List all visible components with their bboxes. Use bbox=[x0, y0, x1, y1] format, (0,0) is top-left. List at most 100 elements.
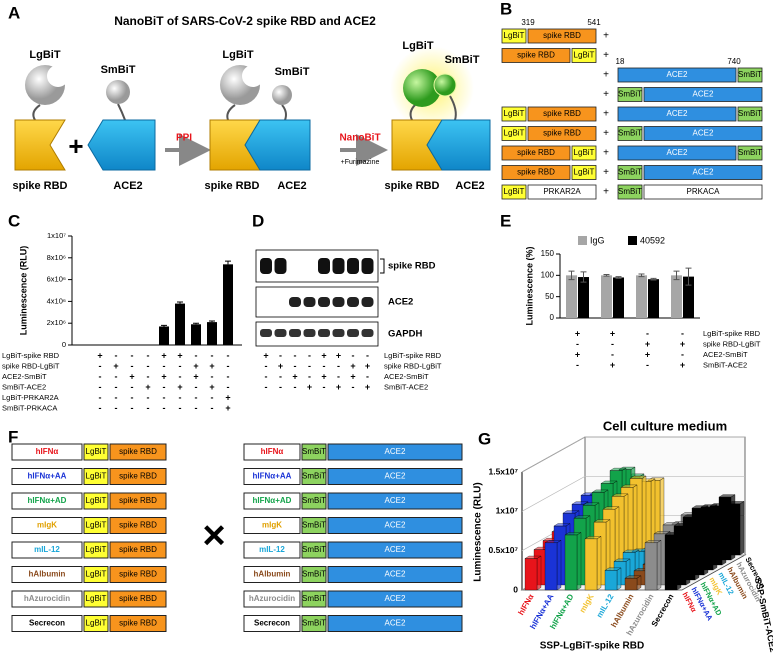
construct-part bbox=[327, 615, 463, 632]
group-luminescent bbox=[390, 46, 491, 171]
construct-part bbox=[109, 615, 167, 632]
construct-part bbox=[643, 184, 763, 200]
condition-sign: - bbox=[211, 350, 214, 360]
legend-label: IgG bbox=[590, 235, 605, 245]
condition-sign: + bbox=[193, 361, 198, 371]
construct-part bbox=[617, 184, 643, 200]
condition-sign: + bbox=[209, 361, 214, 371]
condition-sign: - bbox=[646, 360, 649, 370]
legend-label: 40592 bbox=[640, 235, 665, 245]
band bbox=[318, 329, 330, 337]
signal-label: hIFNα+AA bbox=[253, 472, 292, 481]
signal-box bbox=[243, 468, 301, 485]
construct-part bbox=[327, 566, 463, 583]
construct-label: spike RBD bbox=[119, 619, 157, 628]
bar bbox=[191, 324, 201, 345]
signal-label: mIgK bbox=[37, 521, 57, 530]
condition-sign: - bbox=[99, 403, 102, 413]
construct-label: LgBiT bbox=[86, 472, 107, 481]
condition-sign: - bbox=[163, 361, 166, 371]
bar-top bbox=[624, 575, 642, 579]
condition-sign: - bbox=[337, 371, 340, 381]
signal-box bbox=[243, 590, 301, 608]
error-bar bbox=[615, 276, 622, 279]
z-axis-label: SSP-SmBiT-ACE2 bbox=[753, 577, 773, 653]
bar-top bbox=[653, 531, 671, 535]
construct-part bbox=[83, 517, 109, 534]
condition-sign: - bbox=[115, 403, 118, 413]
bar-top bbox=[664, 532, 682, 536]
condition-sign: + bbox=[292, 371, 297, 381]
construct-label: spike RBD bbox=[119, 594, 157, 603]
condition-sign: - bbox=[681, 328, 684, 338]
construct-label: spike RBD bbox=[119, 472, 157, 481]
y-axis-label: Luminescence (%) bbox=[524, 246, 534, 325]
condition-label: LgBiT-PRKAR2A bbox=[2, 393, 59, 402]
construct-part bbox=[643, 87, 763, 102]
signal-label: Secrecon bbox=[254, 619, 290, 628]
condition-sign: - bbox=[195, 350, 198, 360]
bar bbox=[644, 540, 662, 591]
condition-sign: - bbox=[366, 350, 369, 360]
construct-part bbox=[737, 145, 763, 161]
condition-sign: + bbox=[575, 328, 580, 338]
signal-label: mIgK bbox=[262, 521, 282, 530]
bar-top bbox=[564, 532, 582, 536]
construct-part bbox=[327, 468, 463, 485]
bar-front bbox=[564, 534, 578, 591]
construct-label: LgBiT bbox=[504, 187, 525, 196]
condition-sign: + bbox=[225, 403, 230, 413]
condition-label: ACE2-SmBiT bbox=[2, 372, 47, 381]
y-tick-label: 0 bbox=[550, 313, 555, 322]
smbit-shape bbox=[272, 85, 292, 105]
y-tick-label: 8x10⁶ bbox=[47, 253, 66, 262]
construct-part bbox=[571, 145, 597, 161]
construct-label: LgBiT bbox=[86, 619, 107, 628]
band bbox=[303, 297, 316, 307]
condition-sign: - bbox=[131, 361, 134, 371]
y-tick-label: 1.5x10⁷ bbox=[488, 466, 518, 476]
signal-box bbox=[11, 615, 83, 632]
band bbox=[318, 297, 330, 307]
construct-label: LgBiT bbox=[504, 109, 525, 118]
bar bbox=[584, 536, 602, 591]
construct-label: LgBiT bbox=[574, 168, 595, 177]
bar-top bbox=[600, 480, 618, 484]
construct-part bbox=[83, 541, 109, 559]
condition-sign: - bbox=[265, 371, 268, 381]
bar-front bbox=[584, 538, 598, 591]
construct-part bbox=[327, 492, 463, 510]
bar-top bbox=[622, 549, 640, 553]
bar-top bbox=[691, 505, 709, 509]
construct-label: spike RBD bbox=[517, 148, 555, 157]
construct-label: ACE2 bbox=[693, 90, 714, 99]
condition-sign: - bbox=[147, 392, 150, 402]
construct-label: SmBiT bbox=[302, 496, 326, 505]
construct-label: SmBiT bbox=[738, 109, 762, 118]
group-bound bbox=[209, 65, 311, 171]
construct-part bbox=[643, 165, 763, 180]
condition-sign: - bbox=[131, 403, 134, 413]
linker bbox=[117, 103, 126, 121]
band bbox=[289, 329, 301, 337]
label: SmBiT bbox=[275, 66, 310, 78]
construct-part bbox=[301, 443, 327, 461]
condition-sign: - bbox=[294, 361, 297, 371]
linker bbox=[226, 104, 236, 121]
bar-top bbox=[571, 501, 589, 505]
construct-label: SmBiT bbox=[302, 545, 326, 554]
construct-part bbox=[83, 566, 109, 583]
bar-top bbox=[524, 555, 542, 559]
construct-part bbox=[617, 126, 643, 141]
condition-sign: + bbox=[161, 350, 166, 360]
construct-label: SmBiT bbox=[302, 594, 326, 603]
condition-sign: - bbox=[611, 349, 614, 359]
bar-side bbox=[694, 514, 700, 581]
condition-sign: - bbox=[323, 361, 326, 371]
condition-sign: - bbox=[179, 403, 182, 413]
x-axis-label: SSP-LgBiT-spike RBD bbox=[540, 641, 644, 652]
y-tick-label: 0 bbox=[62, 340, 66, 349]
condition-label: SmBiT-ACE2 bbox=[703, 360, 747, 369]
band bbox=[332, 329, 345, 337]
